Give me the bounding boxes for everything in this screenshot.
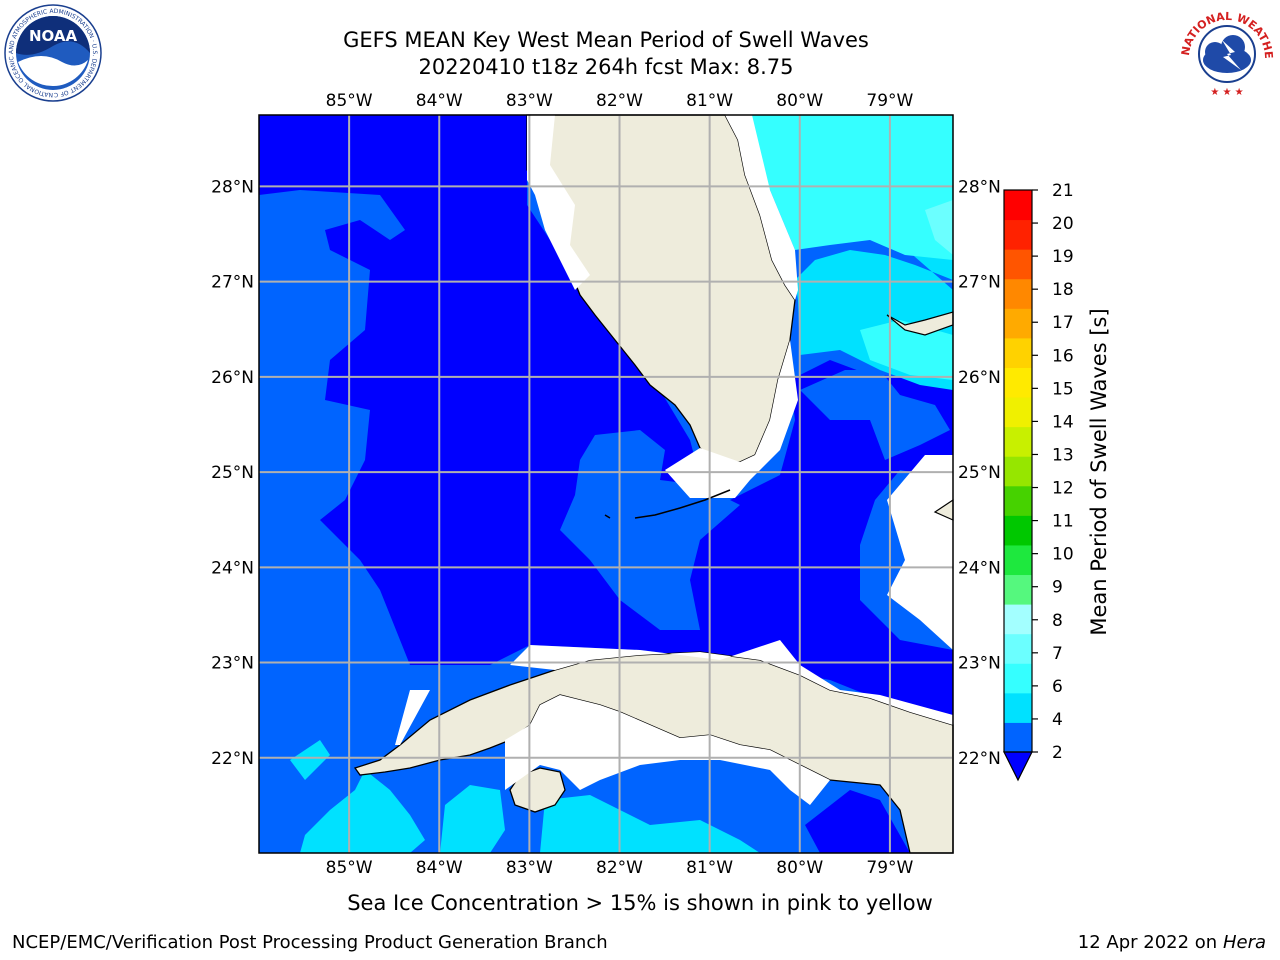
lon-label-bottom: 84°W [416, 858, 463, 878]
colorbar-tick-label: 19 [1052, 247, 1074, 267]
nws-logo: NATIONAL WEATHER SERVICE ★ ★ ★ [1175, 2, 1275, 100]
colorbar-tick-label: 4 [1052, 710, 1063, 730]
colorbar-swatch [1004, 544, 1032, 576]
colorbar-frame [1003, 189, 1033, 753]
colorbar-swatch [1004, 337, 1032, 368]
colorbar-swatch [1004, 633, 1032, 664]
plot-frame [258, 114, 954, 854]
lat-label-left: 26°N [211, 368, 254, 388]
colorbar: 2 4 6 7 8 9 10 11 12 13 14 15 16 17 18 19 20 21 [1003, 181, 1074, 782]
svg-text:★ ★ ★: ★ ★ ★ [1210, 87, 1243, 98]
colorbar-tick-label: 2 [1052, 743, 1063, 763]
credit-branch: NCEP/EMC/Verification Post Processing Pr… [12, 932, 608, 953]
colorbar-tick-label: 13 [1052, 445, 1074, 465]
swell-patch-4s-keys [800, 370, 950, 460]
colorbar-swatch [1004, 397, 1032, 428]
colorbar-tick-label: 15 [1052, 379, 1074, 399]
colorbar-label: Mean Period of Swell Waves [s] [1087, 308, 1111, 635]
lat-label-left: 22°N [211, 749, 254, 769]
lat-label-right: 23°N [958, 654, 1001, 674]
lat-label-left: 27°N [211, 273, 254, 293]
colorbar-swatch [1004, 308, 1032, 339]
footnote: Sea Ice Concentration > 15% is shown in … [347, 891, 933, 915]
lat-label-right: 27°N [958, 273, 1001, 293]
colorbar-swatch [1004, 692, 1032, 723]
land-isla-juventud [509, 767, 566, 813]
lon-label-bottom: 82°W [596, 858, 643, 878]
credit-date-text: 12 Apr 2022 on [1077, 932, 1218, 953]
credit-host: Hera [1222, 932, 1266, 953]
lon-label-top: 81°W [686, 91, 733, 111]
colorbar-tick-label: 6 [1052, 677, 1063, 697]
colorbar-tick-label: 21 [1052, 181, 1074, 201]
colorbar-tick-label: 10 [1052, 545, 1074, 565]
colorbar-swatch [1004, 485, 1032, 516]
lat-label-right: 25°N [958, 463, 1001, 483]
swell-contour-4-6-south [290, 740, 760, 853]
colorbar-swatch [1004, 456, 1032, 487]
colorbar-swatch [1004, 574, 1032, 605]
noaa-logo: NOAA NATIONAL OCEANIC AND ATMOSPHERIC AD… [2, 4, 102, 102]
lon-label-top: 83°W [506, 91, 553, 111]
colorbar-swatch [1004, 663, 1032, 694]
masked-coast-cuba [395, 455, 953, 805]
colorbar-tick-label: 12 [1052, 479, 1074, 499]
colorbar-swatch [1004, 426, 1032, 457]
colorbar-tick-label: 11 [1052, 512, 1074, 532]
swell-patch-4s [560, 430, 740, 630]
colorbar-swatch [1004, 722, 1032, 753]
colorbar-tick-label: 17 [1052, 313, 1074, 333]
grid-lines [259, 115, 953, 853]
swell-contour-2-4-south [805, 790, 910, 853]
swell-contour-7-8 [925, 200, 953, 255]
lon-label-bottom: 80°W [776, 858, 823, 878]
colorbar-swatch [1004, 604, 1032, 635]
lat-label-left: 24°N [211, 558, 254, 578]
lon-label-top: 79°W [866, 91, 913, 111]
colorbar-tick-label: 20 [1052, 214, 1074, 234]
colorbar-swatch [1004, 367, 1032, 398]
lat-label-left: 28°N [211, 177, 254, 197]
colorbar-tick-label: 18 [1052, 280, 1074, 300]
swell-contour-2-4 [259, 115, 953, 720]
colorbar-swatch [1004, 219, 1032, 250]
lat-label-left: 25°N [211, 463, 254, 483]
lon-label-bottom: 83°W [506, 858, 553, 878]
lat-label-right: 24°N [958, 558, 1001, 578]
florida-keys [604, 489, 731, 519]
plot-area [258, 114, 954, 854]
colorbar-tick-label: 7 [1052, 644, 1063, 664]
credit-date: 12 Apr 2022 on Hera [1078, 932, 1266, 953]
lon-label-top: 84°W [416, 91, 463, 111]
colorbar-tick-label: 9 [1052, 578, 1063, 598]
colorbar-swatch [1004, 515, 1032, 546]
lon-label-bottom: 81°W [686, 858, 733, 878]
colorbar-swatch [1004, 278, 1032, 309]
lon-label-top: 80°W [776, 91, 823, 111]
colorbar-tick-label: 8 [1052, 611, 1063, 631]
lat-label-right: 28°N [958, 177, 1001, 197]
colorbar-tick-label: 14 [1052, 412, 1074, 432]
lon-label-bottom: 79°W [866, 858, 913, 878]
lat-label-right: 22°N [958, 749, 1001, 769]
swell-contour-6-7-east [860, 320, 953, 380]
map-subtitle: 20220410 t18z 264h fcst Max: 8.75 [418, 55, 794, 79]
lon-label-top: 82°W [596, 91, 643, 111]
lat-label-right: 26°N [958, 368, 1001, 388]
colorbar-tick-label: 16 [1052, 346, 1074, 366]
lat-label-left: 23°N [211, 654, 254, 674]
swell-contour-2-4-west [259, 115, 310, 175]
lon-label-top: 85°W [326, 91, 373, 111]
colorbar-swatch [1004, 190, 1032, 221]
colorbar-extend-arrow [1003, 751, 1033, 782]
noaa-logo-text: NOAA [29, 27, 78, 45]
colorbar-swatch [1004, 249, 1032, 280]
swell-contour-6-7 [752, 115, 953, 260]
map-title: GEFS MEAN Key West Mean Period of Swell … [343, 28, 869, 52]
axis-labels: 85°W 85°W 84°W 84°W 83°W 83°W 82°W 82°W 81°W 81°W… [211, 91, 1001, 878]
lon-label-bottom: 85°W [326, 858, 373, 878]
